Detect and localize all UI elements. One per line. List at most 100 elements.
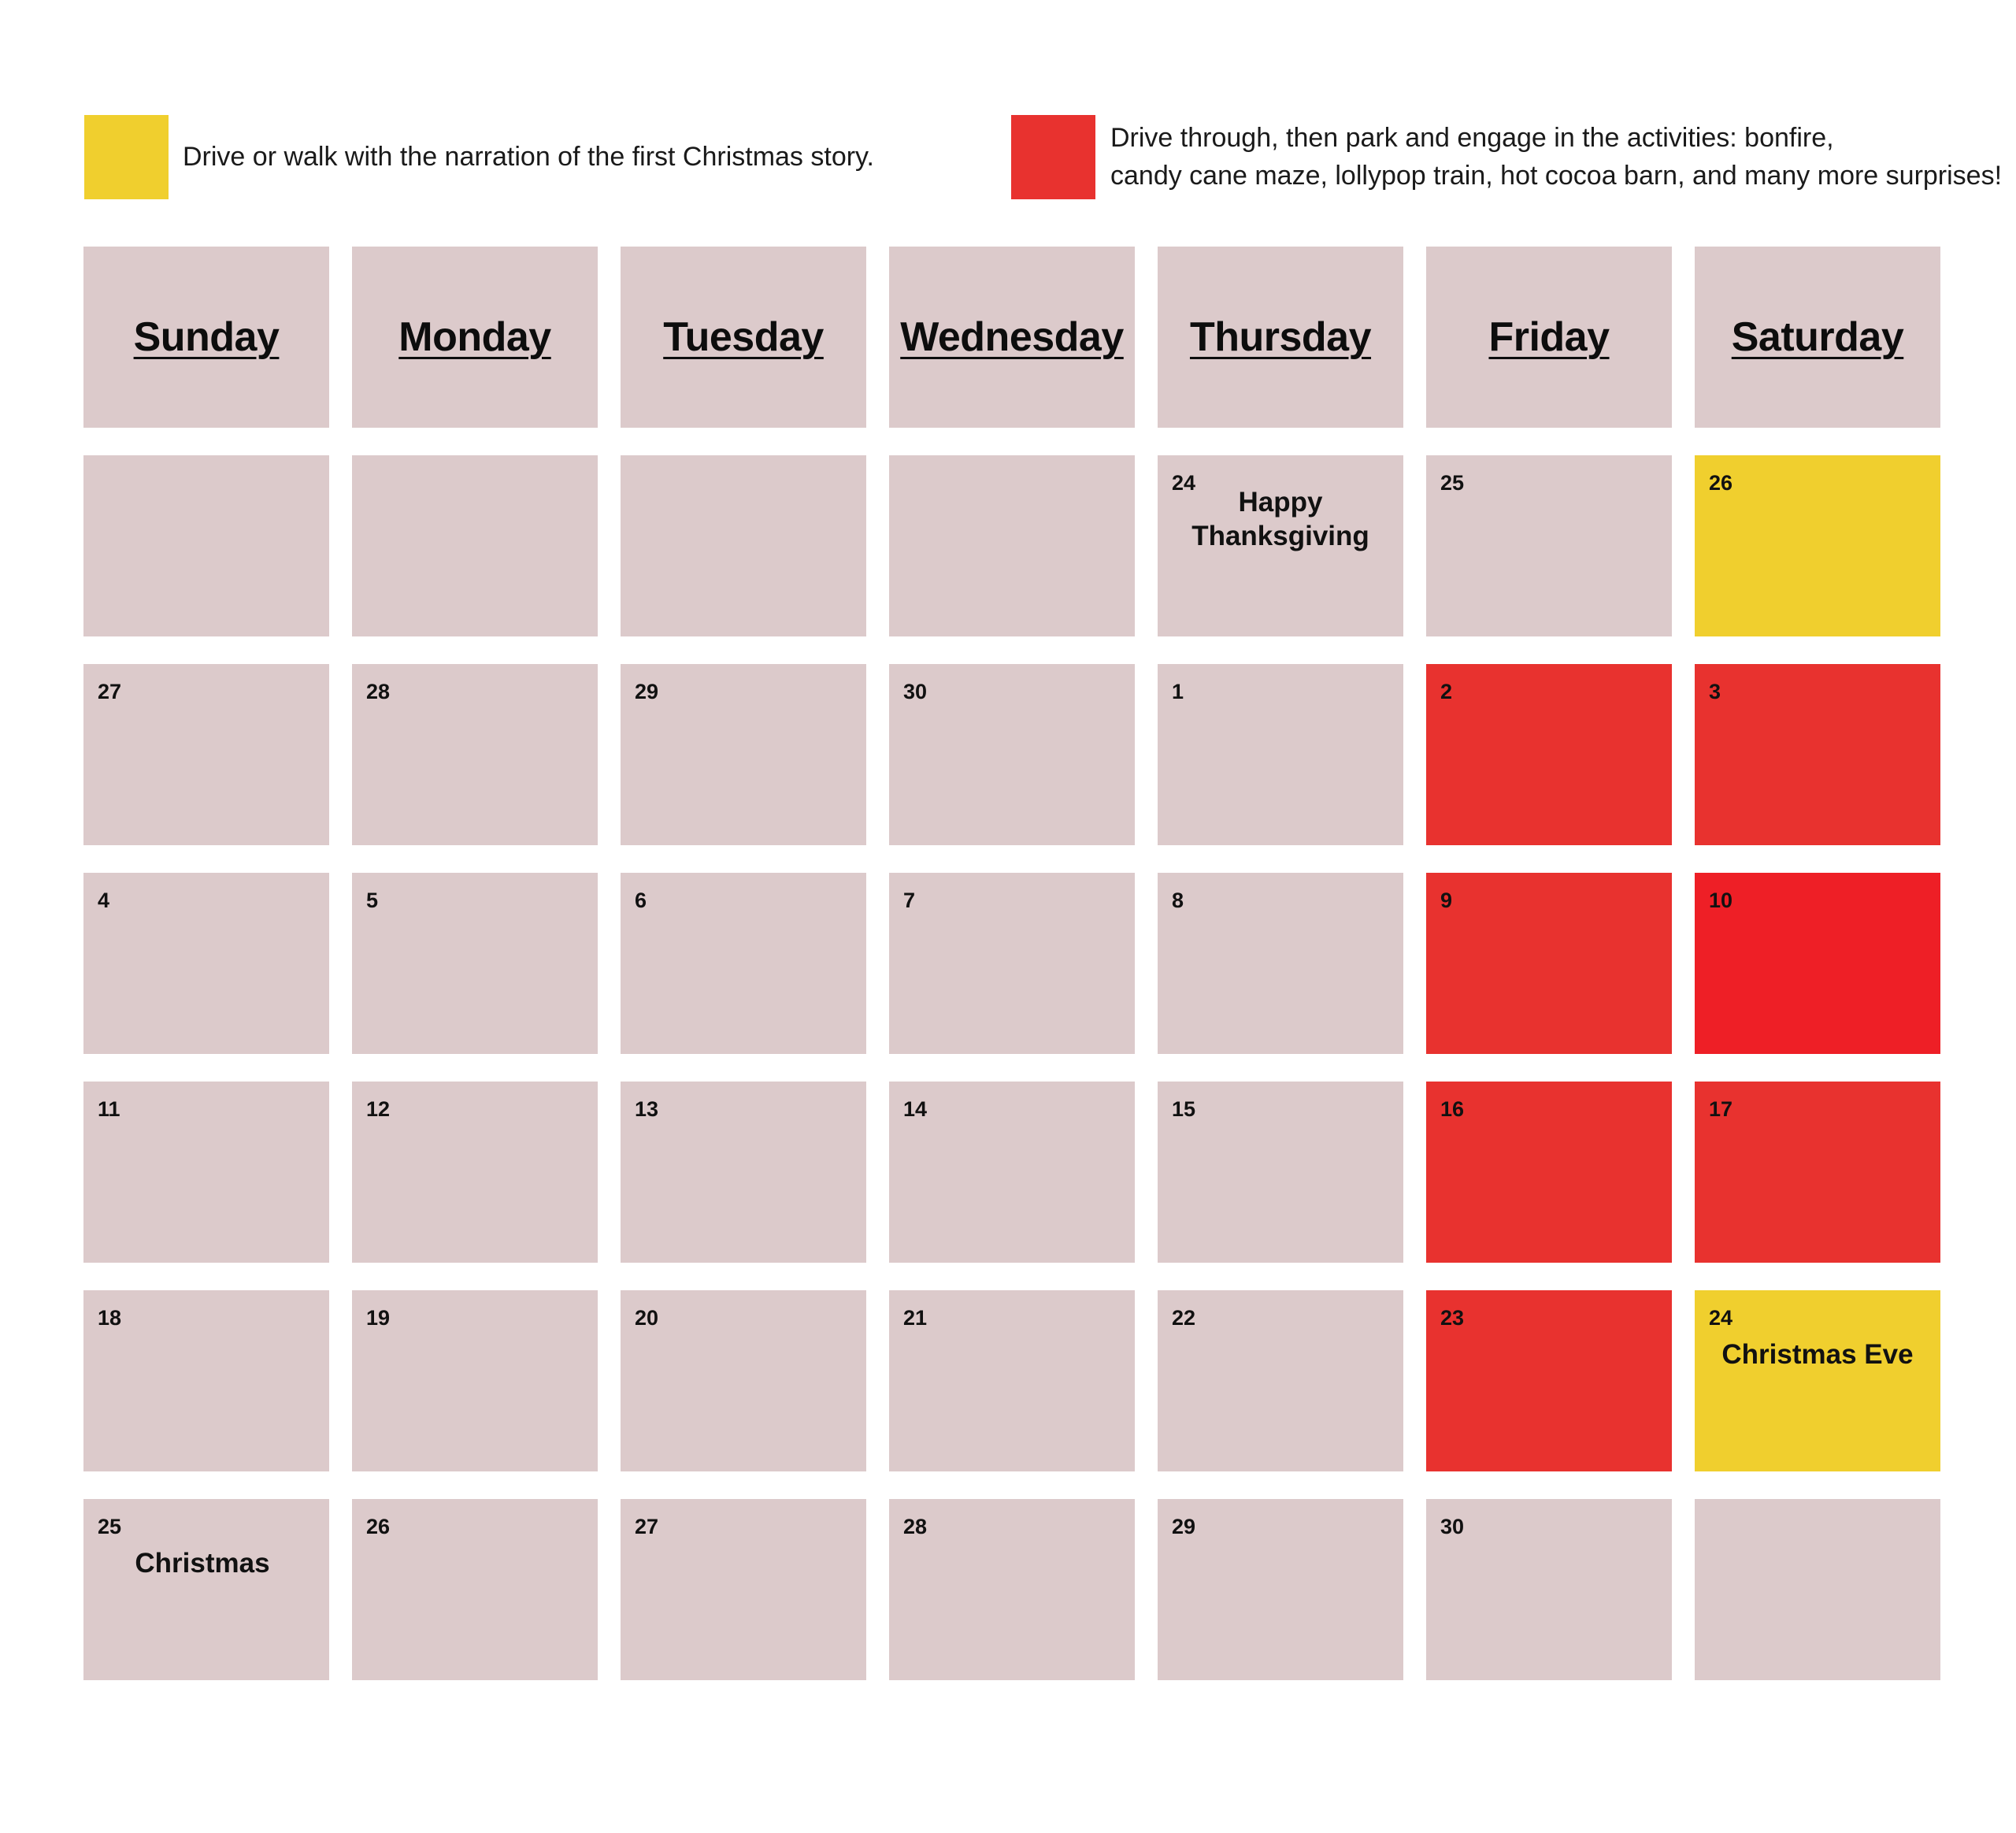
calendar-day-cell: 18 bbox=[83, 1290, 329, 1471]
calendar-day-cell: 28 bbox=[352, 664, 598, 845]
calendar-day-cell: 30 bbox=[889, 664, 1135, 845]
calendar-day-cell: 25 bbox=[1426, 455, 1672, 636]
date-number: 29 bbox=[635, 680, 659, 703]
calendar-day-cell: 7 bbox=[889, 873, 1135, 1054]
event-label: Christmas bbox=[135, 1548, 270, 1579]
calendar-day-cell: 1 bbox=[1158, 664, 1403, 845]
calendar-day-cell: 26 bbox=[1695, 455, 1940, 636]
day-header-label: Thursday bbox=[1189, 314, 1372, 360]
date-number: 21 bbox=[903, 1306, 928, 1330]
legend-yellow-line: Drive or walk with the narration of the … bbox=[183, 142, 874, 172]
calendar-day-cell: 29 bbox=[621, 664, 866, 845]
calendar-day-cell: 22 bbox=[1158, 1290, 1403, 1471]
calendar-day-cell: 27 bbox=[621, 1499, 866, 1680]
calendar-day-cell: 16 bbox=[1426, 1082, 1672, 1263]
date-number: 27 bbox=[635, 1515, 659, 1538]
calendar-day-cell: 25 Christmas bbox=[83, 1499, 329, 1680]
calendar-day-cell: 14 bbox=[889, 1082, 1135, 1263]
calendar-day-cell: 24 Christmas Eve bbox=[1695, 1290, 1940, 1471]
date-number: 28 bbox=[903, 1515, 928, 1538]
day-header-label: Monday bbox=[398, 314, 551, 360]
calendar-empty-cell bbox=[1695, 1499, 1940, 1680]
day-header-label: Sunday bbox=[133, 314, 280, 360]
day-header-saturday: Saturday bbox=[1695, 247, 1940, 428]
calendar-day-cell: 10 bbox=[1695, 873, 1940, 1054]
calendar-day-cell: 6 bbox=[621, 873, 866, 1054]
date-number: 4 bbox=[98, 889, 110, 912]
date-number: 24 bbox=[1172, 471, 1196, 495]
date-number: 30 bbox=[1440, 1515, 1465, 1538]
calendar-empty-cell bbox=[352, 455, 598, 636]
date-number: 29 bbox=[1172, 1515, 1196, 1538]
calendar-day-cell: 2 bbox=[1426, 664, 1672, 845]
day-header-wednesday: Wednesday bbox=[889, 247, 1135, 428]
calendar-day-cell: 5 bbox=[352, 873, 598, 1054]
date-number: 18 bbox=[98, 1306, 122, 1330]
date-number: 27 bbox=[98, 680, 122, 703]
date-number: 25 bbox=[1440, 471, 1465, 495]
calendar-day-cell: 4 bbox=[83, 873, 329, 1054]
date-number: 26 bbox=[1709, 471, 1733, 495]
date-number: 11 bbox=[98, 1097, 120, 1121]
calendar-day-cell: 19 bbox=[352, 1290, 598, 1471]
date-number: 10 bbox=[1709, 889, 1733, 912]
date-number: 30 bbox=[903, 680, 928, 703]
day-header-sunday: Sunday bbox=[83, 247, 329, 428]
legend-red-text: Drive through, then park and engage in t… bbox=[1110, 119, 2002, 195]
date-number: 26 bbox=[366, 1515, 391, 1538]
date-number: 9 bbox=[1440, 889, 1453, 912]
date-number: 22 bbox=[1172, 1306, 1196, 1330]
calendar-day-cell: 29 bbox=[1158, 1499, 1403, 1680]
date-number: 24 bbox=[1709, 1306, 1733, 1330]
date-number: 25 bbox=[98, 1515, 122, 1538]
date-number: 28 bbox=[366, 680, 391, 703]
calendar-empty-cell bbox=[83, 455, 329, 636]
date-number: 3 bbox=[1709, 680, 1721, 703]
day-header-label: Tuesday bbox=[663, 314, 824, 360]
date-number: 16 bbox=[1440, 1097, 1465, 1121]
day-header-label: Saturday bbox=[1731, 314, 1904, 360]
legend-yellow-swatch bbox=[84, 115, 169, 199]
date-number: 6 bbox=[635, 889, 647, 912]
date-number: 19 bbox=[366, 1306, 391, 1330]
date-number: 7 bbox=[903, 889, 916, 912]
calendar-day-cell: 12 bbox=[352, 1082, 598, 1263]
calendar-day-cell: 17 bbox=[1695, 1082, 1940, 1263]
legend-red-line-1: Drive through, then park and engage in t… bbox=[1110, 123, 1834, 153]
date-number: 20 bbox=[635, 1306, 659, 1330]
date-number: 1 bbox=[1172, 680, 1184, 703]
calendar-day-cell: 3 bbox=[1695, 664, 1940, 845]
calendar-day-cell: 13 bbox=[621, 1082, 866, 1263]
calendar-day-cell: 24 Happy Thanksgiving bbox=[1158, 455, 1403, 636]
event-label: Christmas Eve bbox=[1721, 1339, 1914, 1370]
calendar-day-cell: 21 bbox=[889, 1290, 1135, 1471]
day-header-thursday: Thursday bbox=[1158, 247, 1403, 428]
event-label: Happy Thanksgiving bbox=[1191, 487, 1369, 551]
date-number: 13 bbox=[635, 1097, 659, 1121]
date-number: 17 bbox=[1709, 1097, 1733, 1121]
calendar-empty-cell bbox=[889, 455, 1135, 636]
day-header-label: Friday bbox=[1488, 314, 1610, 360]
day-header-tuesday: Tuesday bbox=[621, 247, 866, 428]
date-number: 5 bbox=[366, 889, 379, 912]
day-header-label: Wednesday bbox=[900, 314, 1124, 360]
calendar-day-cell: 20 bbox=[621, 1290, 866, 1471]
day-header-friday: Friday bbox=[1426, 247, 1672, 428]
calendar-day-cell: 30 bbox=[1426, 1499, 1672, 1680]
date-number: 15 bbox=[1172, 1097, 1196, 1121]
date-number: 8 bbox=[1172, 889, 1184, 912]
calendar-day-cell: 9 bbox=[1426, 873, 1672, 1054]
date-number: 14 bbox=[903, 1097, 928, 1121]
calendar-day-cell: 23 bbox=[1426, 1290, 1672, 1471]
calendar-day-cell: 26 bbox=[352, 1499, 598, 1680]
calendar-empty-cell bbox=[621, 455, 866, 636]
calendar-day-cell: 11 bbox=[83, 1082, 329, 1263]
legend-red-swatch bbox=[1011, 115, 1095, 199]
calendar-day-cell: 8 bbox=[1158, 873, 1403, 1054]
calendar-day-cell: 27 bbox=[83, 664, 329, 845]
legend-yellow-text: Drive or walk with the narration of the … bbox=[183, 138, 874, 176]
date-number: 23 bbox=[1440, 1306, 1465, 1330]
date-number: 2 bbox=[1440, 680, 1453, 703]
date-number: 12 bbox=[366, 1097, 391, 1121]
legend-red-line-2: candy cane maze, lollypop train, hot coc… bbox=[1110, 161, 2003, 191]
